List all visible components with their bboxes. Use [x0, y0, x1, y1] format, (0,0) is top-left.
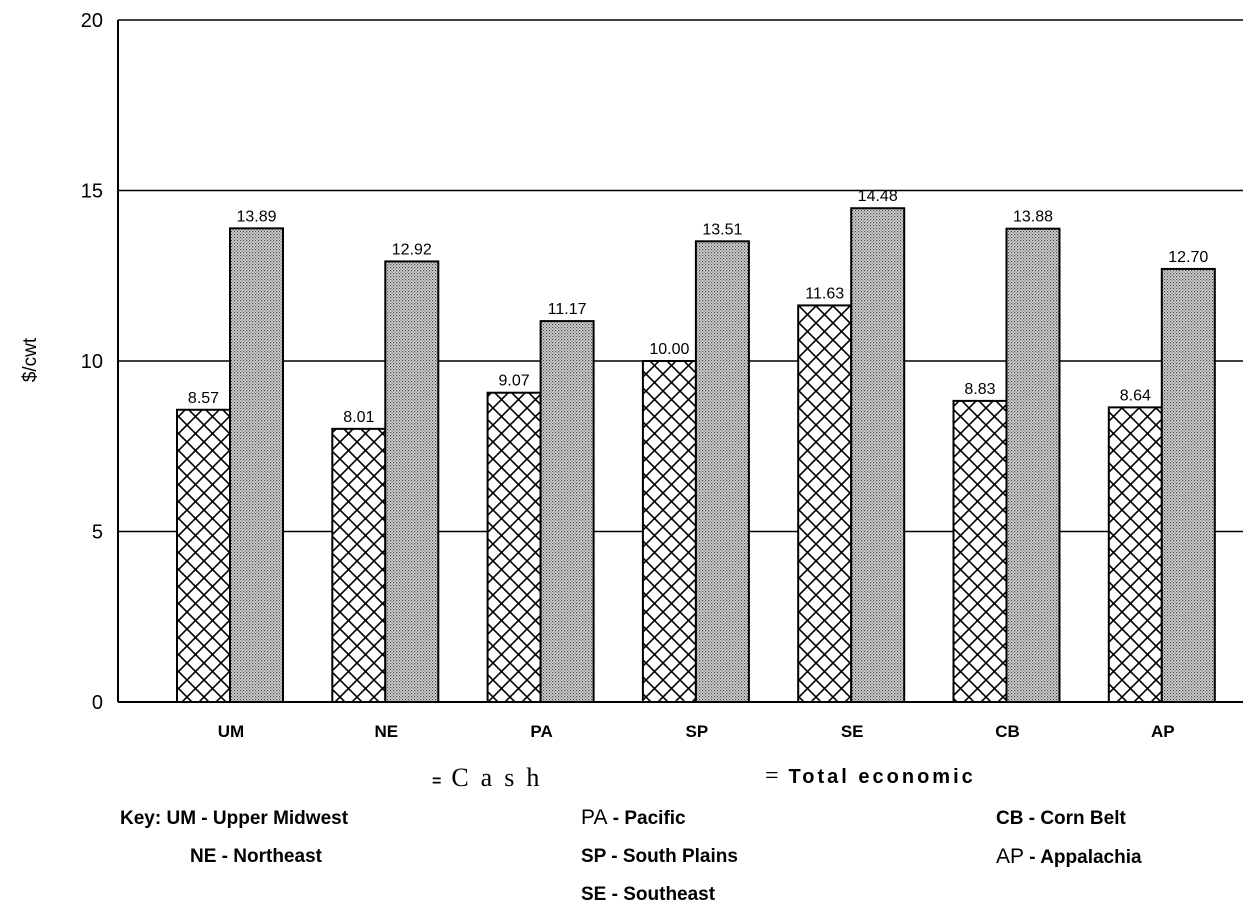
key-ne: NE - Northeast [190, 846, 322, 867]
legend-item-cash: = Cash [432, 763, 551, 793]
legend-cash-prefix: = [432, 773, 442, 790]
legend-total-prefix: = [765, 763, 779, 789]
data-label: 11.63 [805, 285, 844, 302]
bar-total [539, 320, 595, 703]
legend-cash-label: Cash [451, 763, 552, 792]
bar-total [1160, 267, 1216, 703]
data-label: 8.01 [343, 409, 374, 426]
data-label: 11.17 [548, 301, 587, 318]
key-um-text: UM - Upper Midwest [166, 808, 349, 829]
key-cb: CB - Corn Belt [996, 808, 1126, 829]
data-label: 8.64 [1120, 387, 1151, 404]
x-tick-label: SP [686, 722, 709, 741]
bar-cash [1107, 406, 1163, 703]
y-tick-label: 10 [81, 351, 103, 373]
bar-cash [952, 399, 1008, 703]
x-tick-label: SE [841, 722, 864, 741]
data-label: 13.88 [1013, 209, 1053, 226]
data-label: 14.48 [858, 188, 898, 205]
data-label: 12.92 [392, 241, 432, 258]
y-tick-label: 5 [92, 522, 103, 544]
bar-total [1005, 227, 1061, 704]
key-sp: SP - South Plains [581, 846, 738, 867]
bar-chart: 0 5 10 15 20 8.57 13.89 UM 8.01 12.92 NE 9.07 11.17 P… [20, 10, 1243, 741]
key-ap: AP - Appalachia [996, 845, 1142, 869]
bar-cash [641, 360, 697, 703]
legend-item-total: = Total economic [765, 763, 976, 790]
y-tick-label: 0 [92, 692, 103, 714]
data-label: 8.57 [188, 390, 219, 407]
key-se: SE - Southeast [581, 884, 716, 905]
y-tick-label: 15 [81, 181, 103, 203]
bar-cash [486, 391, 542, 703]
x-tick-label: UM [218, 722, 244, 741]
key-um: Key: UM - Upper Midwest [120, 808, 348, 830]
x-tick-label: NE [374, 722, 398, 741]
bar-total [694, 240, 750, 704]
data-label: 12.70 [1168, 249, 1208, 266]
data-label: 13.51 [702, 221, 742, 238]
key-pa-text: - Pacific [607, 808, 686, 829]
data-label: 10.00 [649, 341, 689, 358]
x-tick-label: PA [530, 722, 552, 741]
bar-total [384, 260, 440, 703]
key-ap-text: - Appalachia [1024, 847, 1142, 868]
bar-cash [797, 304, 853, 703]
data-label: 9.07 [499, 373, 530, 390]
x-tick-label: AP [1151, 722, 1175, 741]
bar-total [229, 227, 284, 703]
bar-cash [331, 427, 387, 703]
x-tick-label: CB [995, 722, 1020, 741]
bar-total [850, 207, 906, 703]
key-pa: PA - Pacific [581, 806, 686, 830]
legend-total-label: Total economic [788, 766, 976, 788]
key-ap-abbr: AP [996, 845, 1025, 868]
key-prefix: Key: [120, 808, 162, 829]
data-label: 8.83 [964, 381, 995, 398]
key-pa-abbr: PA [581, 806, 608, 829]
y-tick-label: 20 [81, 10, 103, 32]
y-axis-label: $/cwt [20, 337, 41, 382]
legend: = Cash = Total economic [0, 757, 1247, 793]
bar-cash [176, 408, 231, 703]
data-label: 13.89 [236, 208, 276, 225]
